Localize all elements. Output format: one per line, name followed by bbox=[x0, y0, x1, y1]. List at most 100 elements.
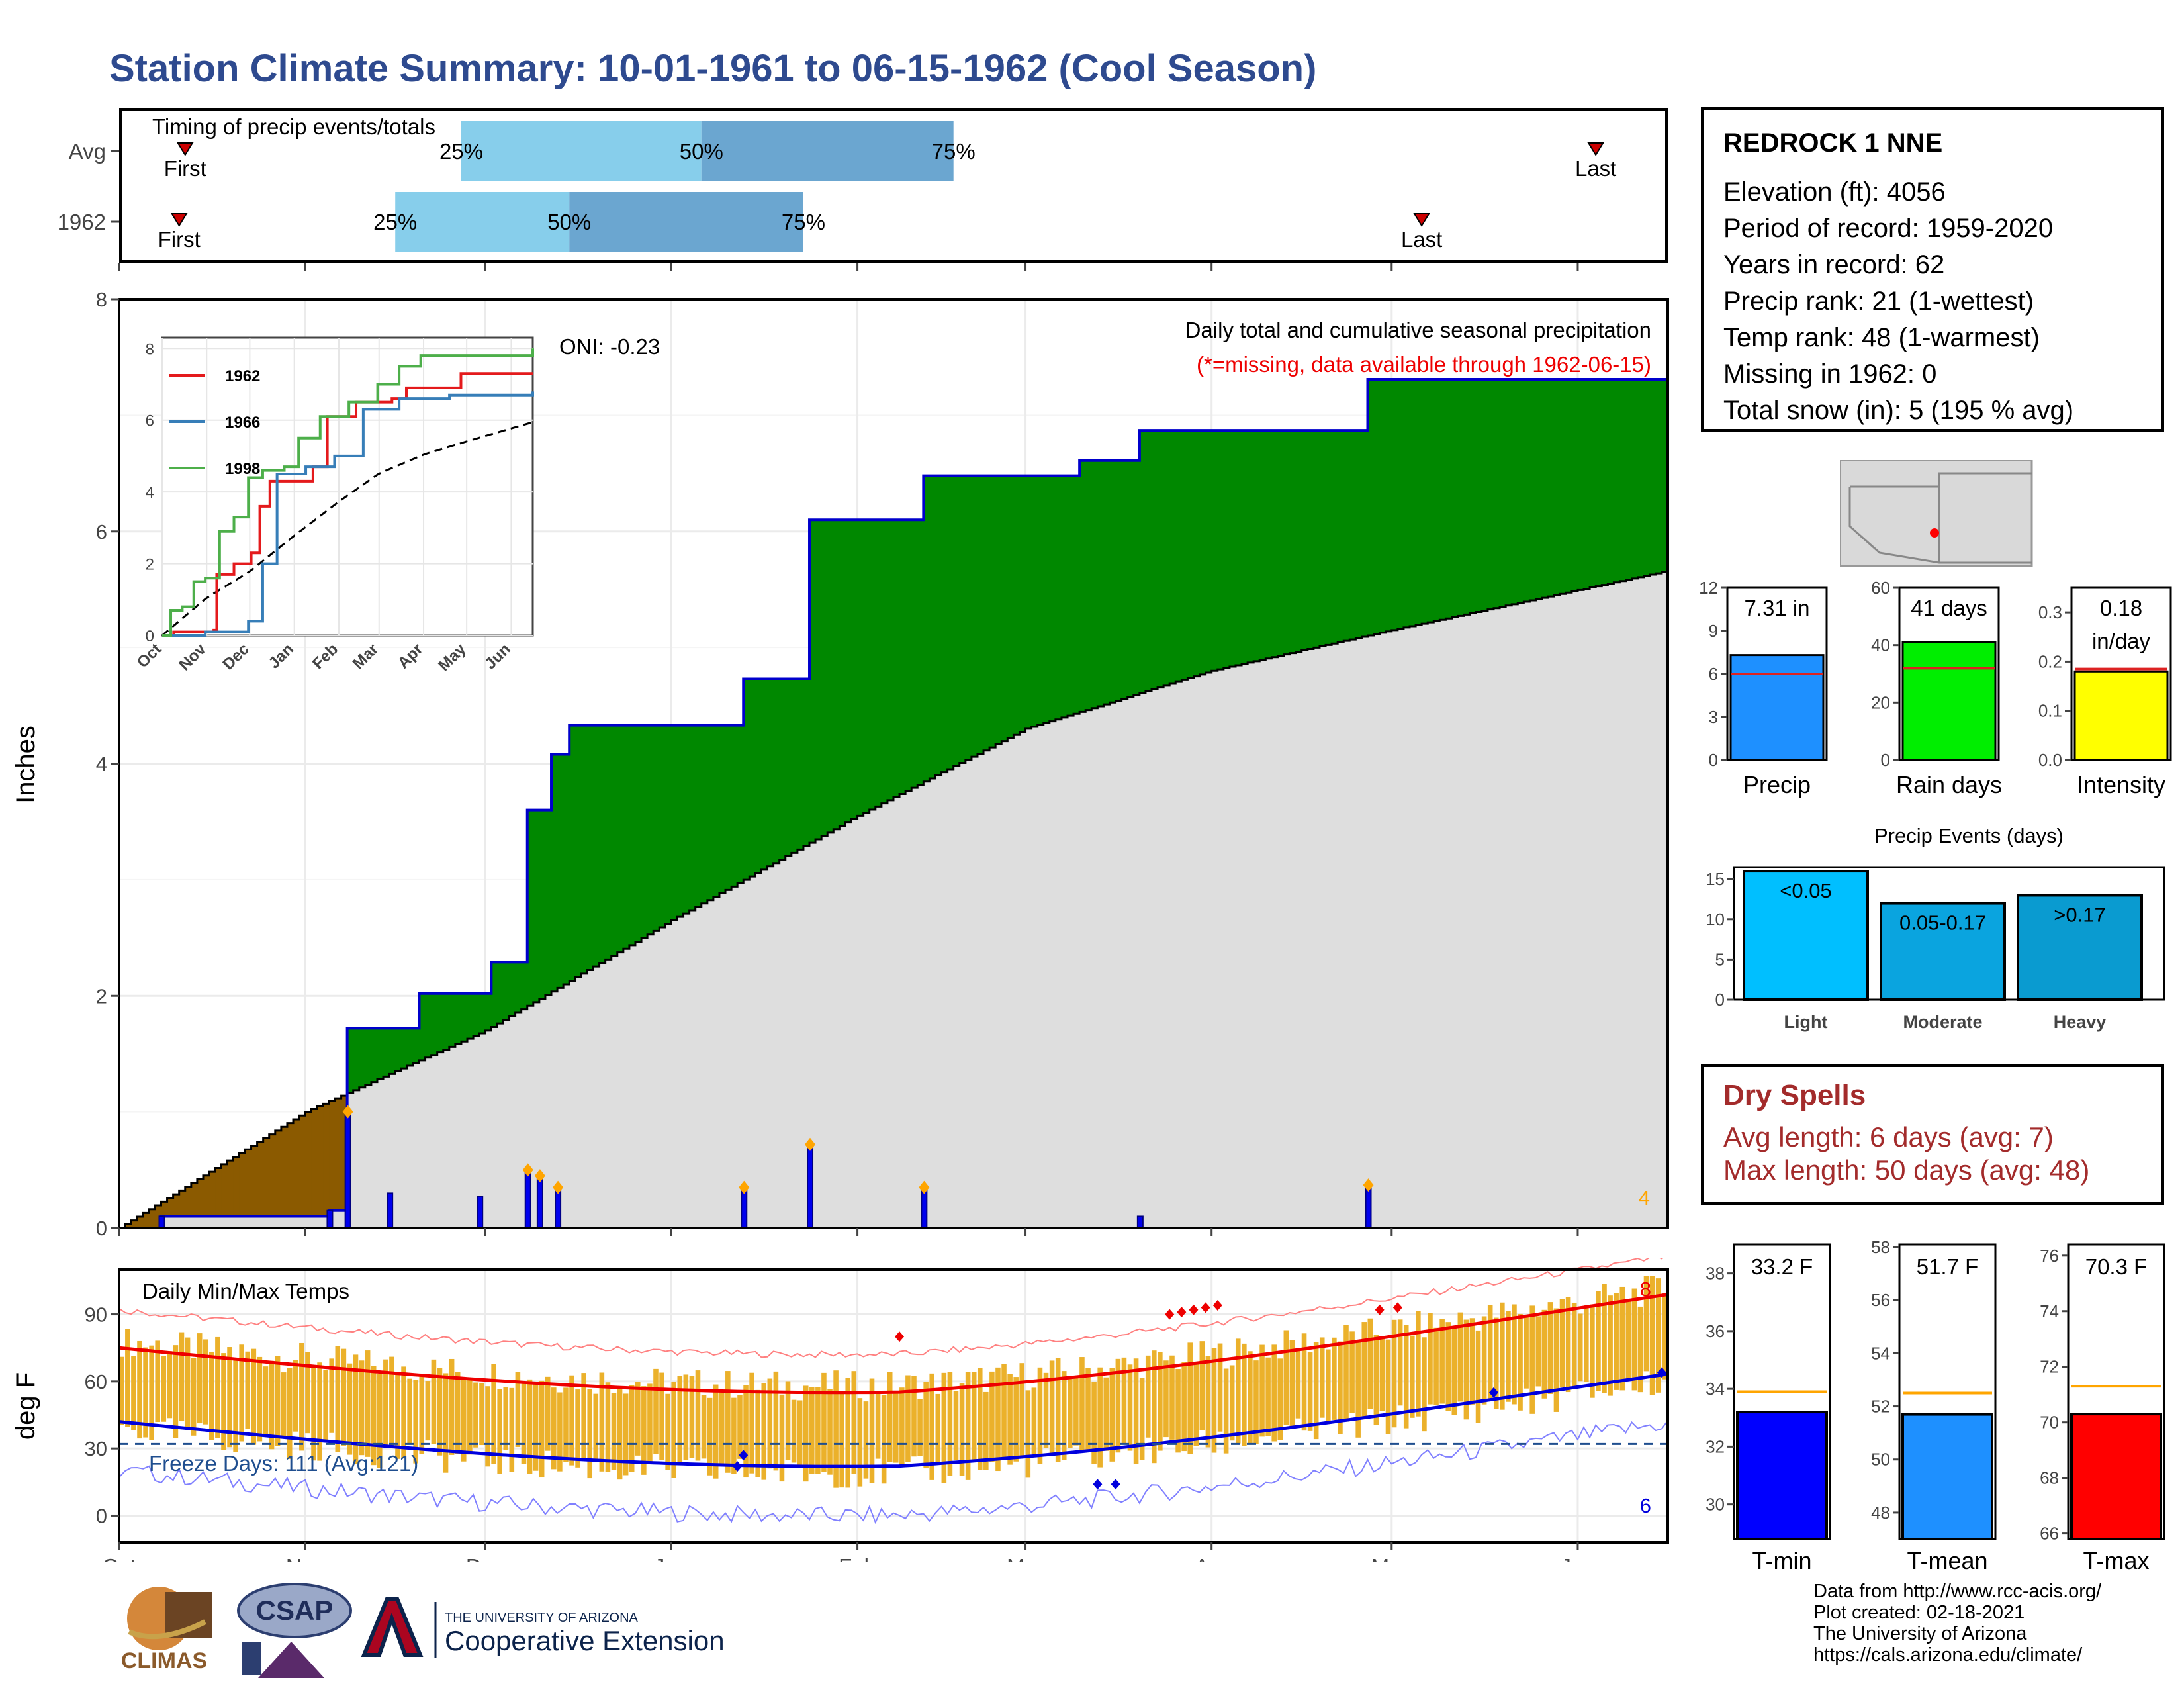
record-low-marker bbox=[1093, 1479, 1103, 1490]
events-y-tick: 15 bbox=[1706, 869, 1725, 889]
above-normal-fill bbox=[1289, 430, 1297, 653]
daily-temp-bar bbox=[1187, 1342, 1193, 1454]
above-normal-fill bbox=[881, 520, 888, 804]
daily-temp-bar bbox=[365, 1350, 371, 1457]
daily-temp-bar bbox=[1475, 1330, 1481, 1423]
temp-summary-y-tick: 56 bbox=[1871, 1290, 1890, 1310]
below-normal-fill bbox=[155, 1205, 162, 1228]
above-normal-fill bbox=[1469, 379, 1477, 614]
average-cumulative-area bbox=[119, 572, 1668, 1228]
daily-temp-bar bbox=[1061, 1371, 1067, 1460]
daily-temp-bar bbox=[881, 1395, 887, 1484]
above-normal-fill bbox=[1524, 379, 1530, 602]
record-low-marker bbox=[739, 1450, 749, 1461]
above-normal-fill bbox=[1596, 379, 1602, 586]
daily-temp-bar bbox=[1025, 1390, 1031, 1478]
footer-line: https://cals.arizona.edu/climate/ bbox=[1813, 1644, 2083, 1665]
above-normal-fill bbox=[395, 1028, 402, 1072]
daily-temp-bar bbox=[485, 1386, 490, 1467]
daily-temp-bar bbox=[167, 1351, 173, 1419]
above-normal-fill bbox=[1590, 379, 1596, 588]
temp-summary-y-tick: 76 bbox=[2040, 1246, 2059, 1266]
above-normal-fill bbox=[875, 520, 882, 807]
daily-precip-bar bbox=[1136, 1215, 1144, 1229]
inset-plot-area bbox=[161, 336, 534, 637]
below-normal-fill bbox=[227, 1160, 234, 1217]
below-normal-fill bbox=[233, 1156, 240, 1217]
above-normal-fill bbox=[1529, 379, 1537, 601]
events-title: Precip Events (days) bbox=[1874, 824, 2064, 847]
daily-temp-bar bbox=[1019, 1363, 1025, 1458]
above-normal-fill bbox=[785, 679, 792, 857]
summary-value-label: 0.18 bbox=[2100, 596, 2142, 620]
daily-temp-bar bbox=[473, 1382, 478, 1448]
above-normal-fill bbox=[1367, 379, 1375, 636]
daily-temp-bar bbox=[743, 1385, 749, 1478]
daily-temp-bar bbox=[1584, 1305, 1589, 1382]
events-bar bbox=[1743, 870, 1869, 1001]
daily-temp-bar bbox=[395, 1373, 400, 1459]
below-normal-fill bbox=[209, 1172, 216, 1217]
temp-summary-y-tick: 72 bbox=[2040, 1357, 2059, 1377]
daily-temp-bar bbox=[983, 1391, 989, 1470]
daily-temp-bar bbox=[599, 1372, 605, 1472]
ua-big-text: Cooperative Extension bbox=[445, 1625, 725, 1656]
daily-temp-bar bbox=[857, 1398, 863, 1487]
daily-temp-bar bbox=[437, 1368, 443, 1456]
timing-first-label: First bbox=[164, 156, 206, 181]
above-normal-fill bbox=[1433, 379, 1440, 622]
above-normal-fill bbox=[1343, 430, 1350, 641]
temp-summary-label: T-min bbox=[1752, 1547, 1812, 1574]
daily-temp-bar bbox=[737, 1395, 743, 1459]
snow-marker bbox=[522, 1163, 533, 1177]
temp-chart: 0 30 60 90 deg F Daily Min/Max Temps Freeze Da… bbox=[11, 1258, 1669, 1562]
daily-temp-bar bbox=[1565, 1297, 1571, 1393]
above-normal-fill bbox=[1217, 430, 1224, 670]
timing-first-marker bbox=[170, 213, 188, 227]
daily-temp-bar bbox=[1235, 1338, 1241, 1444]
above-normal-fill bbox=[1169, 430, 1176, 684]
above-normal-fill bbox=[563, 754, 570, 984]
daily-temp-bar bbox=[839, 1393, 844, 1488]
daily-temp-bar bbox=[605, 1382, 611, 1472]
temp-summary-label: T-max bbox=[2083, 1547, 2149, 1574]
above-normal-fill bbox=[371, 1028, 378, 1082]
climas-logo[interactable]: CLIMAS bbox=[106, 1582, 225, 1681]
daily-temp-bar bbox=[179, 1332, 185, 1421]
daily-temp-bar bbox=[1547, 1302, 1553, 1394]
above-normal-fill bbox=[437, 993, 444, 1053]
daily-temp-bar bbox=[161, 1356, 167, 1422]
daily-precip-bar bbox=[326, 1209, 334, 1229]
x-tick-label: Jan bbox=[654, 1554, 689, 1562]
daily-temp-bar bbox=[1103, 1377, 1109, 1451]
below-normal-fill bbox=[329, 1101, 336, 1211]
record-low-count: 6 bbox=[1640, 1494, 1651, 1517]
timing-row-label: 1962 bbox=[58, 210, 106, 234]
temp-chart-title: Daily Min/Max Temps bbox=[142, 1279, 349, 1303]
above-normal-fill bbox=[1277, 430, 1285, 656]
daily-temp-bar bbox=[1283, 1330, 1289, 1425]
daily-temp-bar bbox=[773, 1371, 779, 1471]
daily-temp-bar bbox=[353, 1354, 359, 1464]
above-normal-fill bbox=[1506, 379, 1512, 606]
above-normal-fill bbox=[1127, 460, 1134, 697]
above-normal-fill bbox=[953, 475, 960, 767]
above-normal-fill bbox=[749, 679, 756, 877]
ua-logo[interactable]: THE UNIVERSITY OF ARIZONA Cooperative Ex… bbox=[357, 1592, 754, 1671]
above-normal-fill bbox=[401, 1028, 408, 1069]
daily-temp-bar bbox=[533, 1382, 539, 1471]
summary-value-label: 41 days bbox=[1911, 596, 1987, 620]
daily-temp-bar bbox=[767, 1378, 773, 1469]
above-normal-fill bbox=[1619, 379, 1627, 581]
daily-temp-bar bbox=[635, 1382, 641, 1456]
timing-p75-label: 75% bbox=[782, 210, 825, 234]
events-bar bbox=[2017, 894, 2143, 1001]
daily-temp-bar bbox=[1625, 1299, 1631, 1379]
above-normal-fill bbox=[1061, 475, 1068, 718]
csap-logo[interactable]: CSAP bbox=[232, 1579, 357, 1685]
daily-temp-bar bbox=[815, 1387, 821, 1474]
temp-summary-value: 33.2 F bbox=[1751, 1254, 1813, 1279]
above-normal-fill bbox=[1584, 379, 1590, 589]
above-normal-fill bbox=[1037, 475, 1044, 726]
inset-series-line bbox=[162, 348, 534, 637]
